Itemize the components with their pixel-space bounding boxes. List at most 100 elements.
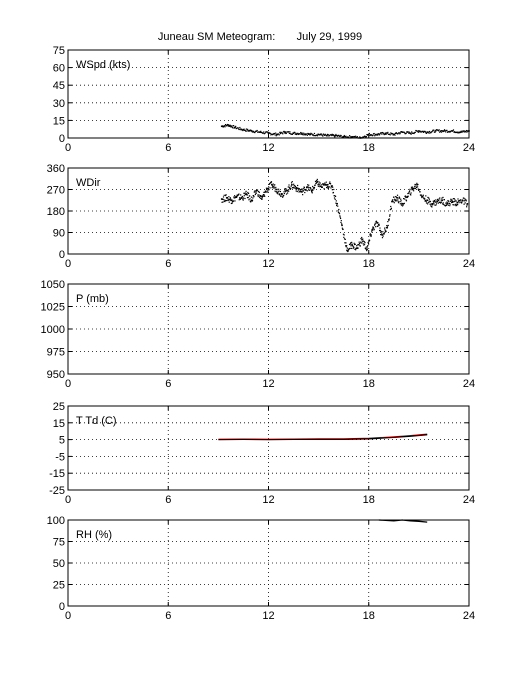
- x-tick-label: 12: [262, 142, 274, 154]
- data-point: [405, 200, 408, 202]
- data-point: [221, 201, 223, 203]
- data-point: [323, 184, 326, 186]
- data-point: [367, 244, 369, 247]
- data-point: [440, 131, 443, 133]
- data-point: [400, 198, 402, 200]
- data-point: [404, 195, 406, 197]
- data-point: [379, 227, 381, 229]
- data-point: [358, 243, 360, 246]
- data-point: [320, 185, 322, 188]
- data-point: [465, 131, 467, 133]
- data-point: [391, 201, 393, 203]
- data-point: [448, 202, 451, 205]
- data-point: [313, 132, 316, 135]
- data-point: [445, 131, 447, 133]
- data-point: [403, 131, 405, 133]
- data-point: [386, 226, 389, 228]
- data-point: [441, 130, 443, 132]
- series-line: [218, 434, 428, 441]
- data-point: [424, 131, 427, 133]
- data-point: [421, 131, 423, 133]
- data-point: [437, 200, 439, 202]
- data-point: [343, 238, 346, 240]
- data-point: [418, 188, 420, 191]
- data-point: [333, 197, 336, 199]
- data-point: [255, 190, 257, 192]
- data-point: [384, 227, 386, 229]
- data-point: [223, 126, 225, 128]
- data-point: [438, 129, 440, 131]
- panel-label: T Td (C): [76, 415, 117, 427]
- data-point: [403, 132, 406, 134]
- data-point: [283, 194, 285, 197]
- data-point: [417, 130, 419, 132]
- data-point: [414, 183, 416, 186]
- y-tick-label: 25: [53, 401, 65, 413]
- data-point: [377, 134, 379, 136]
- data-point: [332, 191, 335, 194]
- data-point: [307, 187, 309, 189]
- data-point: [357, 247, 359, 249]
- data-point: [237, 127, 239, 129]
- data-point: [360, 241, 362, 243]
- data-point: [389, 214, 391, 216]
- data-point: [304, 133, 306, 135]
- x-tick-label: 6: [165, 142, 171, 154]
- data-point: [256, 129, 258, 132]
- data-point: [254, 190, 256, 192]
- data-point: [299, 133, 301, 135]
- data-point: [374, 223, 376, 225]
- data-point: [363, 243, 366, 245]
- data-point: [246, 194, 248, 196]
- data-point: [263, 131, 265, 133]
- data-point: [240, 194, 242, 196]
- data-point: [223, 125, 226, 127]
- y-tick-label: 60: [53, 63, 65, 75]
- data-point: [233, 125, 235, 127]
- data-point: [385, 230, 387, 233]
- data-point: [303, 134, 305, 136]
- data-point: [274, 190, 276, 192]
- data-point: [242, 199, 244, 201]
- data-point: [422, 130, 424, 132]
- data-point: [387, 221, 389, 223]
- data-point: [395, 131, 397, 134]
- data-point: [244, 192, 246, 194]
- data-point: [418, 189, 420, 191]
- data-point: [281, 132, 283, 134]
- data-point: [417, 188, 419, 190]
- data-point: [233, 196, 235, 198]
- data-point: [306, 190, 308, 192]
- data-point: [383, 233, 385, 235]
- data-point: [353, 246, 355, 249]
- data-point: [457, 131, 459, 133]
- data-point: [444, 205, 447, 207]
- data-point: [285, 188, 287, 190]
- data-point: [308, 189, 311, 191]
- data-point: [368, 132, 370, 135]
- data-point: [278, 193, 280, 196]
- data-point: [324, 182, 326, 184]
- data-point: [411, 131, 413, 133]
- data-point: [292, 187, 294, 189]
- data-point: [341, 223, 343, 225]
- data-point: [362, 238, 364, 240]
- data-point: [464, 198, 466, 200]
- data-point: [365, 246, 367, 248]
- data-point: [430, 132, 432, 134]
- data-point: [267, 131, 269, 133]
- data-point: [452, 201, 454, 204]
- data-point: [273, 187, 275, 189]
- data-point: [412, 188, 414, 190]
- data-point: [459, 200, 461, 202]
- panel-wdir: 0 6 12 18 24 0 90 180 270 360 WDir: [47, 163, 475, 270]
- data-point: [316, 135, 319, 137]
- data-point: [397, 201, 399, 203]
- data-point: [374, 133, 376, 135]
- data-point: [324, 183, 327, 186]
- data-point: [465, 199, 467, 201]
- data-point: [324, 133, 326, 135]
- data-point: [425, 200, 427, 203]
- data-point: [433, 199, 435, 202]
- data-point: [290, 187, 292, 189]
